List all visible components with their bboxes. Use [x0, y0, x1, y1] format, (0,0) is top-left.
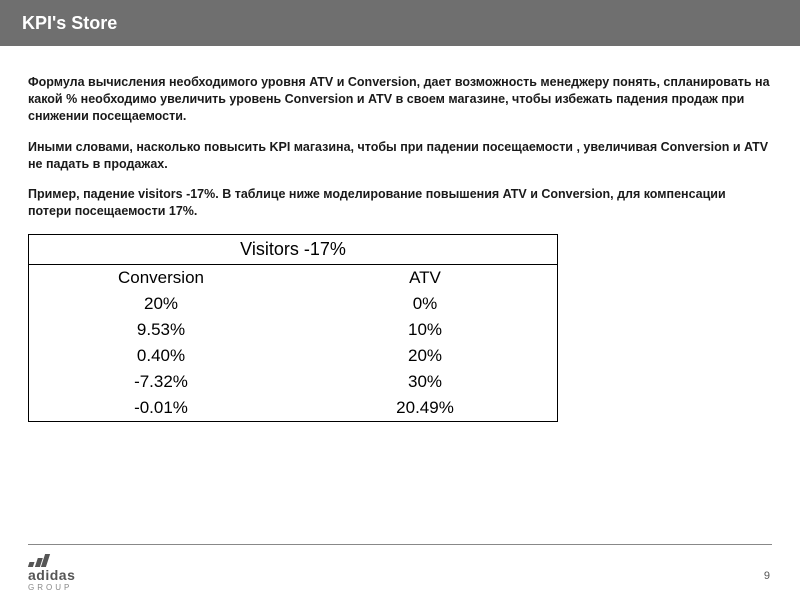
table-cell: 20%: [29, 291, 294, 317]
table-cell: 30%: [293, 369, 558, 395]
kpi-table: Visitors -17% Conversion ATV 20% 0% 9.53…: [28, 234, 558, 422]
header-bar: KPI's Store: [0, 0, 800, 46]
content-area: Формула вычисления необходимого уровня A…: [0, 46, 800, 422]
page-title: KPI's Store: [22, 13, 117, 34]
footer: adidas GROUP 9: [0, 544, 800, 600]
table-col-header-conversion: Conversion: [29, 265, 294, 292]
logo-subtext: GROUP: [28, 583, 75, 592]
brand-logo: adidas GROUP: [28, 554, 75, 592]
table-cell: 20.49%: [293, 395, 558, 422]
table-cell: 10%: [293, 317, 558, 343]
table-cell: 9.53%: [29, 317, 294, 343]
paragraph-3: Пример, падение visitors -17%. В таблице…: [28, 186, 772, 220]
table-cell: 20%: [293, 343, 558, 369]
table-cell: 0%: [293, 291, 558, 317]
table-col-header-atv: ATV: [293, 265, 558, 292]
table-cell: -0.01%: [29, 395, 294, 422]
paragraph-1: Формула вычисления необходимого уровня A…: [28, 74, 772, 125]
paragraph-2: Иными словами, насколько повысить KPI ма…: [28, 139, 772, 173]
table-title: Visitors -17%: [29, 235, 558, 265]
table-cell: -7.32%: [29, 369, 294, 395]
logo-text: adidas: [28, 568, 75, 582]
page-number: 9: [764, 570, 770, 582]
footer-divider: [28, 544, 772, 545]
table-cell: 0.40%: [29, 343, 294, 369]
adidas-stripes-icon: [28, 554, 78, 567]
